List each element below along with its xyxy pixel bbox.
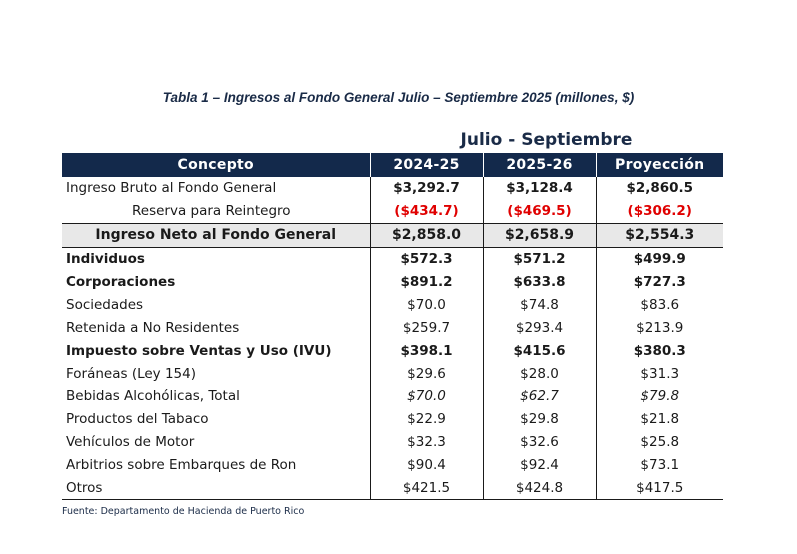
cell-2025-26: $62.7 [482,385,596,408]
cell-2025-26: ($469.5) [482,199,596,224]
row-label: Ingreso Bruto al Fondo General [66,180,277,197]
cell-proyeccion: $2,860.5 [595,177,723,200]
cell-proyeccion: $213.9 [595,316,723,340]
cell-2024-25: $29.6 [369,362,483,386]
source-note: Fuente: Departamento de Hacienda de Puer… [62,506,305,517]
column-header-proyeccion: Proyección [595,153,723,177]
table-title: Tabla 1 – Ingresos al Fondo General Juli… [162,90,635,105]
cell-proyeccion: $25.8 [595,430,723,454]
cell-2024-25: $2,858.0 [369,222,483,248]
cell-2025-26: $28.0 [482,362,596,386]
row-label: Corporaciones [66,274,176,290]
row-label: Bebidas Alcohólicas, Total [66,388,240,405]
row-label: Arbitrios sobre Embarques de Ron [66,457,297,474]
cell-2024-25: $421.5 [369,476,483,501]
table-row: Arbitrios sobre Embarques de Ron $90.4 $… [62,453,723,477]
cell-2024-25: $259.7 [369,316,483,340]
cell-proyeccion: $727.3 [595,270,723,294]
cell-proyeccion: ($306.2) [595,199,723,224]
table-row: Productos del Tabaco $22.9 $29.8 $21.8 [62,407,723,431]
row-label: Foráneas (Ley 154) [66,365,196,382]
cell-2024-25: $70.0 [369,385,483,408]
cell-proyeccion: $21.8 [595,407,723,431]
table-row: Bebidas Alcohólicas, Total $70.0 $62.7 $… [62,385,723,408]
column-header-2025-26: 2025-26 [482,153,596,177]
cell-2025-26: $424.8 [482,476,596,501]
row-label: Ingreso Neto al Fondo General [62,222,370,248]
cell-2025-26: $571.2 [482,247,596,271]
cell-2025-26: $92.4 [482,453,596,477]
cell-2024-25: $22.9 [369,407,483,431]
cell-2024-25: $70.0 [369,293,483,317]
cell-2025-26: $415.6 [482,339,596,363]
period-group-header: Julio - Septiembre [460,130,633,150]
table-row: Ingreso Bruto al Fondo General $3,292.7 … [62,177,723,200]
row-label: Sociedades [66,296,144,313]
cell-2024-25: $32.3 [369,430,483,454]
cell-proyeccion: $380.3 [595,339,723,363]
cell-2024-25: $572.3 [369,247,483,271]
cell-proyeccion: $499.9 [595,247,723,271]
table-row: Vehículos de Motor $32.3 $32.6 $25.8 [62,430,723,454]
table-row: Corporaciones $891.2 $633.8 $727.3 [62,270,723,294]
cell-2024-25: ($434.7) [369,199,483,224]
row-label: Impuesto sobre Ventas y Uso (IVU) [66,342,332,359]
row-label: Individuos [66,251,145,268]
table-row: Otros $421.5 $424.8 $417.5 [62,476,723,501]
cell-2025-26: $2,658.9 [482,222,596,248]
cell-2024-25: $3,292.7 [369,177,483,200]
cell-2025-26: $29.8 [482,407,596,431]
table-row: Foráneas (Ley 154) $29.6 $28.0 $31.3 [62,362,723,386]
table-row: Retenida a No Residentes $259.7 $293.4 $… [62,316,723,340]
cell-proyeccion: $83.6 [595,293,723,317]
column-header-2024-25: 2024-25 [369,153,483,177]
column-header-concepto: Concepto [62,153,370,177]
table-row: Individuos $572.3 $571.2 $499.9 [62,247,723,271]
cell-2025-26: $32.6 [482,430,596,454]
cell-2025-26: $633.8 [482,270,596,294]
cell-proyeccion: $31.3 [595,362,723,386]
cell-2024-25: $891.2 [369,270,483,294]
cell-2025-26: $3,128.4 [482,177,596,200]
header-row: Concepto 2024-25 2025-26 Proyección [62,153,723,177]
row-label: Vehículos de Motor [66,434,195,451]
cell-proyeccion: $73.1 [595,453,723,477]
cell-2025-26: $293.4 [482,316,596,340]
row-label: Otros [62,476,370,501]
cell-2025-26: $74.8 [482,293,596,317]
row-label: Productos del Tabaco [66,411,209,428]
table-row: Sociedades $70.0 $74.8 $83.6 [62,293,723,317]
table-row: Reserva para Reintegro ($434.7) ($469.5)… [62,199,723,224]
cell-2024-25: $90.4 [369,453,483,477]
revenue-table: Concepto 2024-25 2025-26 Proyección Ingr… [62,153,723,501]
row-label: Reserva para Reintegro [132,203,291,220]
cell-proyeccion: $79.8 [595,385,723,408]
table-row-net-total: Ingreso Neto al Fondo General $2,858.0 $… [62,222,723,248]
cell-proyeccion: $2,554.3 [595,222,723,248]
row-label: Retenida a No Residentes [66,319,240,336]
table-row: Impuesto sobre Ventas y Uso (IVU) $398.1… [62,339,723,363]
cell-proyeccion: $417.5 [595,476,723,501]
cell-2024-25: $398.1 [369,339,483,363]
